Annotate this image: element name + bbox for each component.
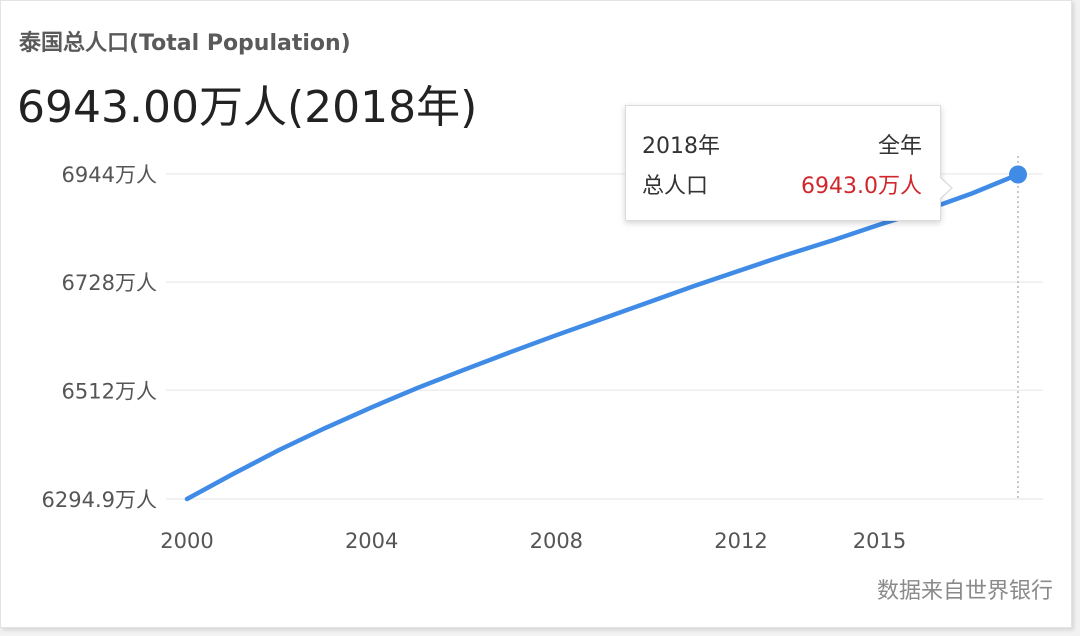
x-tick-label: 2015 bbox=[853, 529, 906, 553]
x-tick-label: 2000 bbox=[160, 529, 213, 553]
tooltip-value: 6943.0万人 bbox=[801, 174, 922, 199]
x-tick-label: 2004 bbox=[345, 529, 398, 553]
chart-title: 泰国总人口(Total Population) bbox=[19, 31, 351, 56]
series-line bbox=[184, 172, 1021, 502]
y-tick-label: 6944万人 bbox=[62, 163, 157, 187]
tooltip-arrow-inner bbox=[939, 177, 951, 199]
tooltip-header-row: 2018年 全年 bbox=[642, 128, 922, 159]
tooltip-period: 全年 bbox=[877, 134, 922, 159]
y-tick-label: 6294.9万人 bbox=[42, 488, 157, 512]
data-source: 数据来自世界银行 bbox=[876, 579, 1053, 604]
x-tick-label: 2008 bbox=[530, 529, 583, 553]
headline-value: 6943.00万人(2018年) bbox=[17, 82, 478, 133]
tooltip-year: 2018年 bbox=[642, 134, 720, 159]
line-chart: 6294.9万人 6512万人 6728万人 6944万人 2000 2004 2008 20… bbox=[42, 156, 1043, 553]
tooltip-value-row: 总人口 6943.0万人 bbox=[642, 168, 922, 199]
y-tick-label: 6512万人 bbox=[62, 379, 157, 403]
tooltip-label: 总人口 bbox=[642, 174, 709, 199]
highlight-point bbox=[1009, 165, 1027, 184]
x-tick-label: 2012 bbox=[714, 529, 767, 553]
y-tick-label: 6728万人 bbox=[62, 271, 157, 295]
data-tooltip: 2018年 全年 总人口 6943.0万人 bbox=[625, 105, 953, 221]
